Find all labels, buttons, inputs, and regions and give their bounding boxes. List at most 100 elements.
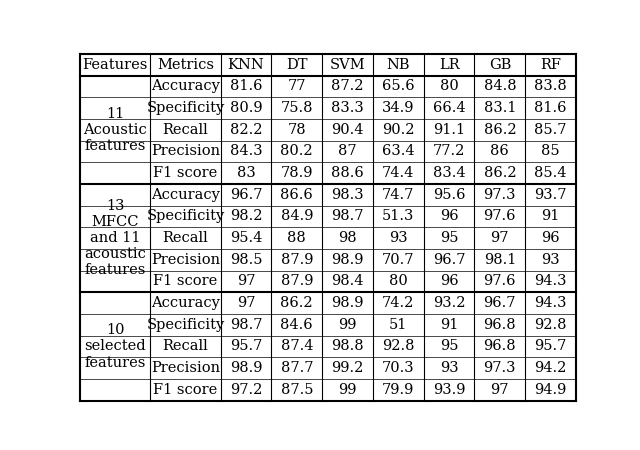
Text: 96.7: 96.7 [230, 188, 262, 202]
Text: 98.4: 98.4 [332, 274, 364, 288]
Text: 94.9: 94.9 [534, 382, 567, 396]
Text: 96: 96 [541, 231, 560, 245]
Text: 74.4: 74.4 [382, 166, 415, 180]
Text: 99.2: 99.2 [332, 361, 364, 375]
Text: 87.9: 87.9 [280, 253, 313, 267]
Text: 99: 99 [339, 318, 357, 332]
Text: RF: RF [540, 58, 561, 72]
Text: 98.1: 98.1 [484, 253, 516, 267]
Text: Accuracy: Accuracy [151, 296, 220, 310]
Text: Accuracy: Accuracy [151, 80, 220, 94]
Text: 81.6: 81.6 [534, 101, 567, 115]
Text: 97: 97 [237, 296, 255, 310]
Text: 85: 85 [541, 144, 560, 158]
Text: 87: 87 [339, 144, 357, 158]
Text: 82.2: 82.2 [230, 123, 262, 137]
Text: 93: 93 [541, 253, 560, 267]
Text: 93.2: 93.2 [433, 296, 465, 310]
Text: Features: Features [83, 58, 148, 72]
Text: 90.2: 90.2 [382, 123, 415, 137]
Text: 70.3: 70.3 [382, 361, 415, 375]
Text: 77: 77 [287, 80, 306, 94]
Text: DT: DT [286, 58, 308, 72]
Text: 80.9: 80.9 [230, 101, 262, 115]
Text: 79.9: 79.9 [382, 382, 415, 396]
Text: Precision: Precision [151, 144, 220, 158]
Text: 70.7: 70.7 [382, 253, 415, 267]
Text: 97: 97 [491, 382, 509, 396]
Text: 92.8: 92.8 [534, 318, 567, 332]
Text: KNN: KNN [228, 58, 264, 72]
Text: 86.6: 86.6 [280, 188, 313, 202]
Text: 97.3: 97.3 [484, 361, 516, 375]
Text: 97.2: 97.2 [230, 382, 262, 396]
Text: 83.4: 83.4 [433, 166, 465, 180]
Text: 66.4: 66.4 [433, 101, 465, 115]
Text: 84.6: 84.6 [280, 318, 313, 332]
Text: 51.3: 51.3 [382, 209, 415, 223]
Text: Specificity: Specificity [147, 318, 225, 332]
Text: 83.8: 83.8 [534, 80, 567, 94]
Text: 96.7: 96.7 [433, 253, 465, 267]
Text: 85.7: 85.7 [534, 123, 567, 137]
Text: 86.2: 86.2 [484, 123, 516, 137]
Text: 98.7: 98.7 [230, 318, 262, 332]
Text: 98.9: 98.9 [332, 296, 364, 310]
Text: 13
MFCC
and 11
acoustic
features: 13 MFCC and 11 acoustic features [84, 199, 146, 278]
Text: 97.6: 97.6 [484, 274, 516, 288]
Text: 94.3: 94.3 [534, 296, 567, 310]
Text: Accuracy: Accuracy [151, 188, 220, 202]
Text: 83.3: 83.3 [331, 101, 364, 115]
Text: 97: 97 [491, 231, 509, 245]
Text: 93.7: 93.7 [534, 188, 567, 202]
Text: 87.4: 87.4 [280, 339, 313, 353]
Text: 83: 83 [237, 166, 255, 180]
Text: 87.7: 87.7 [280, 361, 313, 375]
Text: 78.9: 78.9 [280, 166, 313, 180]
Text: 75.8: 75.8 [280, 101, 313, 115]
Text: 91.1: 91.1 [433, 123, 465, 137]
Text: 94.2: 94.2 [534, 361, 567, 375]
Text: 94.3: 94.3 [534, 274, 567, 288]
Text: 98.2: 98.2 [230, 209, 262, 223]
Text: 74.7: 74.7 [382, 188, 415, 202]
Text: 87.2: 87.2 [332, 80, 364, 94]
Text: 10
selected
features: 10 selected features [84, 323, 146, 369]
Text: 98.5: 98.5 [230, 253, 262, 267]
Text: 84.8: 84.8 [484, 80, 516, 94]
Text: 96.7: 96.7 [484, 296, 516, 310]
Text: 80: 80 [440, 80, 458, 94]
Text: F1 score: F1 score [154, 166, 218, 180]
Text: 98.7: 98.7 [332, 209, 364, 223]
Text: 98.9: 98.9 [332, 253, 364, 267]
Text: 96.8: 96.8 [484, 339, 516, 353]
Text: 93: 93 [389, 231, 408, 245]
Text: 91: 91 [440, 318, 458, 332]
Text: Metrics: Metrics [157, 58, 214, 72]
Text: 88: 88 [287, 231, 306, 245]
Text: 97.6: 97.6 [484, 209, 516, 223]
Text: 98.3: 98.3 [332, 188, 364, 202]
Text: Precision: Precision [151, 361, 220, 375]
Text: 11
Acoustic
features: 11 Acoustic features [83, 107, 147, 153]
Text: 87.5: 87.5 [280, 382, 313, 396]
Text: 98.8: 98.8 [332, 339, 364, 353]
Text: 95.6: 95.6 [433, 188, 465, 202]
Text: 92.8: 92.8 [382, 339, 415, 353]
Text: 99: 99 [339, 382, 357, 396]
Text: 86.2: 86.2 [484, 166, 516, 180]
Text: 51: 51 [389, 318, 408, 332]
Text: 80: 80 [389, 274, 408, 288]
Text: 87.9: 87.9 [280, 274, 313, 288]
Text: 34.9: 34.9 [382, 101, 415, 115]
Text: GB: GB [489, 58, 511, 72]
Text: 86.2: 86.2 [280, 296, 313, 310]
Text: 97.3: 97.3 [484, 188, 516, 202]
Text: 74.2: 74.2 [382, 296, 415, 310]
Text: 77.2: 77.2 [433, 144, 465, 158]
Text: 88.6: 88.6 [331, 166, 364, 180]
Text: 80.2: 80.2 [280, 144, 313, 158]
Text: 84.3: 84.3 [230, 144, 262, 158]
Text: 78: 78 [287, 123, 306, 137]
Text: 86: 86 [490, 144, 509, 158]
